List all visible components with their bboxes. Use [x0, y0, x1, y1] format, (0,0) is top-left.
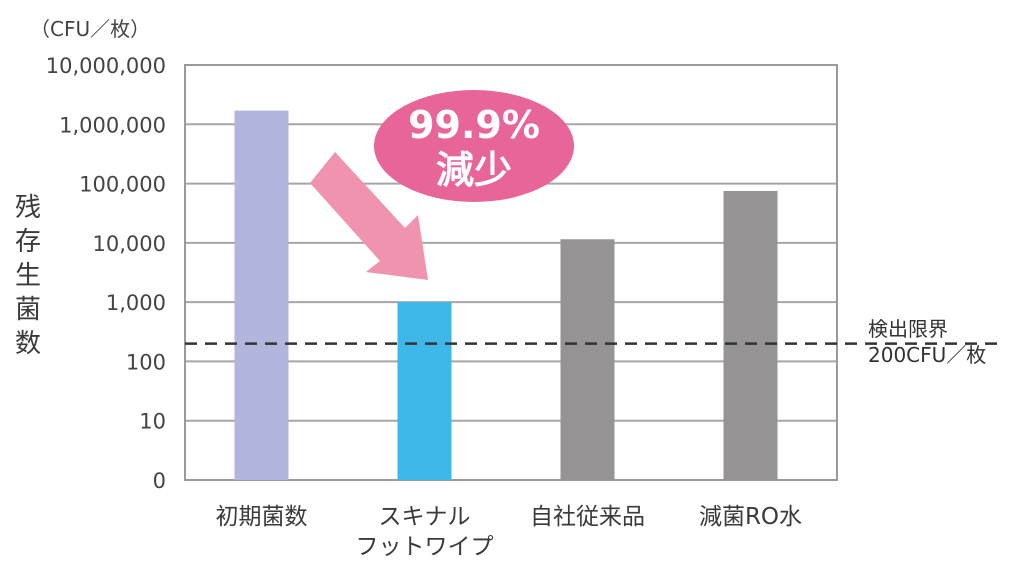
category-label: 自社従来品: [530, 504, 645, 530]
y-tick-label: 100,000: [79, 173, 166, 197]
bar-4: [723, 190, 778, 480]
y-axis-label-char: 残: [15, 193, 41, 223]
y-axis-unit-label: （CFU／枚）: [30, 17, 150, 41]
y-tick-label: 10,000: [93, 232, 166, 256]
category-label: 初期菌数: [216, 504, 308, 530]
y-tick-label: 0: [153, 469, 166, 493]
detection-limit-label-line2: 200CFU／枚: [868, 343, 986, 367]
bars: [234, 110, 778, 480]
y-tick-label: 10,000,000: [46, 54, 166, 78]
y-axis-label-char: 数: [15, 329, 41, 359]
y-axis-label-char: 存: [15, 227, 41, 257]
reduction-arrow-icon: [310, 152, 428, 280]
bar-3: [560, 239, 615, 480]
y-tick-label: 10: [139, 410, 166, 434]
y-axis-label-char: 菌: [15, 295, 41, 325]
bar-2: [397, 302, 452, 480]
plot-frame: [184, 64, 838, 481]
bar-1: [234, 110, 289, 480]
y-tick-label: 1,000,000: [59, 113, 166, 137]
y-tick-label: 100: [126, 350, 166, 374]
category-label: フットワイプ: [356, 534, 494, 560]
y-axis-tick-labels: 10,000,0001,000,000100,00010,0001,000100…: [46, 54, 166, 493]
reduction-callout-bubble: [374, 90, 574, 202]
y-axis-label-char: 生: [15, 261, 41, 291]
reduction-label-text: 減少: [436, 148, 512, 192]
detection-limit-label-line1: 検出限界: [868, 317, 948, 341]
reduction-percent-text: 99.9%: [408, 103, 540, 147]
y-tick-label: 1,000: [106, 291, 166, 315]
category-label: 減菌RO水: [699, 504, 802, 530]
category-label: スキナル: [379, 504, 471, 530]
gridlines: [185, 123, 837, 422]
